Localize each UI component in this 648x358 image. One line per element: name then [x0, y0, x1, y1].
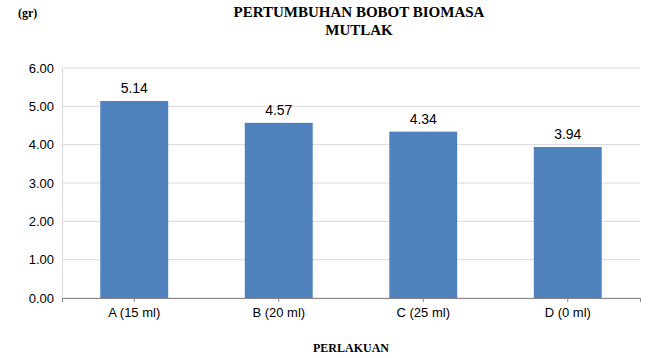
- bars: [100, 101, 601, 298]
- bar: [389, 132, 457, 298]
- data-label: 3.94: [554, 126, 581, 142]
- x-tick: D (0 ml): [545, 298, 591, 320]
- title: PERTUMBUHAN BOBOT BIOMASAMUTLAK: [234, 4, 485, 38]
- data-label: 4.57: [265, 102, 292, 118]
- x-tick-mark: [134, 298, 135, 302]
- x-tick-label: C (25 ml): [397, 305, 450, 320]
- y-tick: 1.00: [29, 252, 62, 267]
- y-tick-label: 5.00: [29, 99, 54, 114]
- data-label: 4.34: [410, 111, 437, 127]
- x-tick-label: A (15 ml): [108, 305, 160, 320]
- y-axis-line: [62, 69, 63, 299]
- y-tick-label: 4.00: [29, 137, 54, 152]
- x-tick-mark: [567, 298, 568, 302]
- data-labels: 5.14 4.57 4.34 3.94: [121, 80, 582, 142]
- y-tick: 6.00: [29, 61, 62, 76]
- x-axis-line: [63, 299, 641, 303]
- y-tick: 4.00: [29, 137, 62, 152]
- grid-line: [62, 68, 640, 69]
- x-tick-mark: [423, 298, 424, 302]
- bar: [534, 147, 602, 298]
- bar: [245, 123, 313, 298]
- x-tick-label: D (0 ml): [545, 305, 591, 320]
- y-tick: 5.00: [29, 99, 62, 114]
- x-tick: A (15 ml): [108, 298, 160, 320]
- data-label: 5.14: [121, 80, 148, 96]
- grid: [62, 68, 640, 298]
- y-tick-label: 2.00: [29, 214, 54, 229]
- bar: [100, 101, 168, 298]
- y-axis: 0.00 1.00 2.00 3.00 4.00 5.00 6.00: [29, 61, 63, 306]
- x-tick: C (25 ml): [397, 298, 450, 320]
- y-tick: 0.00: [29, 291, 62, 306]
- x-axis-title: PERLAKUAN: [313, 341, 389, 355]
- y-tick-label: 1.00: [29, 252, 54, 267]
- chart: 0.00 1.00 2.00 3.00 4.00 5.00 6.00 A (15 ml) B (…: [0, 0, 648, 358]
- y-tick-label: 6.00: [29, 61, 54, 76]
- x-tick-mark: [278, 298, 279, 302]
- y-tick: 2.00: [29, 214, 62, 229]
- plot: 0.00 1.00 2.00 3.00 4.00 5.00 6.00 A (15 ml) B (…: [29, 61, 641, 321]
- y-tick: 3.00: [29, 176, 62, 191]
- y-tick-label: 0.00: [29, 291, 54, 306]
- x-tick-label: B (20 ml): [252, 305, 305, 320]
- y-tick-label: 3.00: [29, 176, 54, 191]
- x-tick: B (20 ml): [252, 298, 305, 320]
- x-axis: A (15 ml) B (20 ml) C (25 ml) D (0 ml): [63, 298, 641, 320]
- y-axis-title: (gr): [18, 6, 37, 20]
